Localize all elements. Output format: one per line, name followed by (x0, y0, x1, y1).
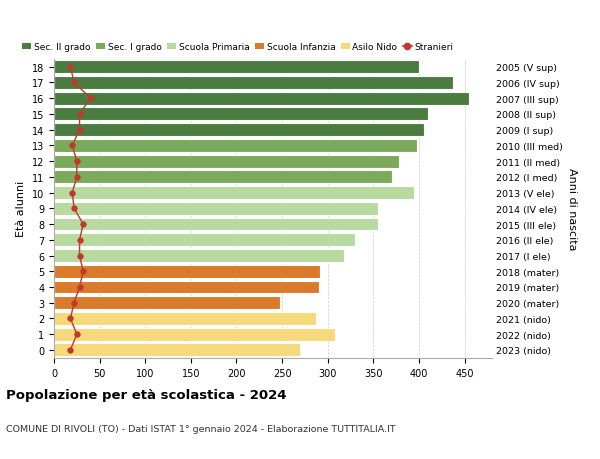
Bar (54, 61, 419, 74)
Bar (54, 155, 399, 168)
Bar (54, 328, 335, 341)
Text: Popolazione per età scolastica - 2024: Popolazione per età scolastica - 2024 (6, 388, 287, 401)
Bar (54, 250, 344, 263)
Bar (54, 108, 428, 121)
Text: COMUNE DI RIVOLI (TO) - Dati ISTAT 1° gennaio 2024 - Elaborazione TUTTITALIA.IT: COMUNE DI RIVOLI (TO) - Dati ISTAT 1° ge… (6, 425, 395, 434)
Bar (54, 187, 415, 200)
Bar (54, 281, 319, 294)
Bar (54, 171, 392, 184)
Bar (54, 344, 301, 357)
Bar (54, 234, 355, 246)
Bar (54, 77, 453, 90)
Bar (54, 312, 316, 325)
Bar (54, 140, 417, 152)
Bar (54, 297, 280, 309)
Bar (54, 265, 320, 278)
Bar (54, 218, 378, 231)
Bar (54, 93, 469, 106)
Legend: Sec. II grado, Sec. I grado, Scuola Primaria, Scuola Infanzia, Asilo Nido, Stran: Sec. II grado, Sec. I grado, Scuola Prim… (22, 43, 454, 52)
Y-axis label: Età alunni: Età alunni (16, 181, 26, 237)
Bar (54, 124, 424, 137)
Y-axis label: Anni di nascita: Anni di nascita (567, 168, 577, 250)
Bar (54, 202, 378, 215)
